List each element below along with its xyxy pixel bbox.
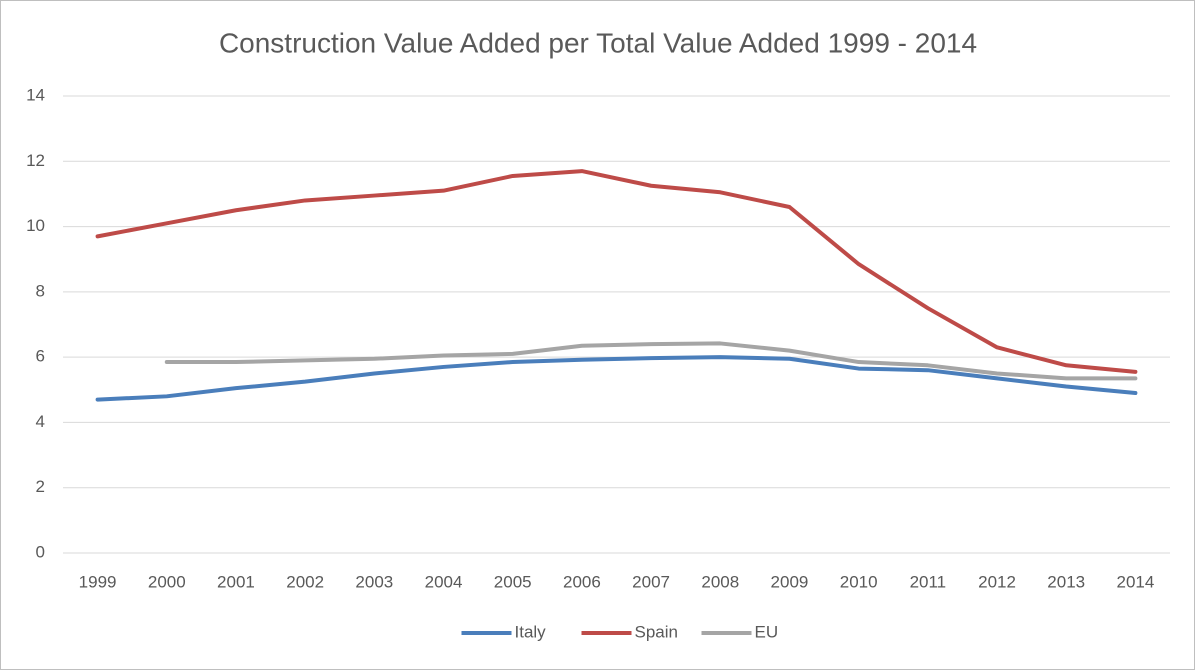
- y-tick-label: 14: [26, 85, 45, 104]
- y-tick-label: 0: [36, 542, 45, 561]
- y-tick-label: 8: [36, 281, 45, 300]
- line: [95, 355, 1138, 402]
- x-tick-label: 2013: [1047, 572, 1085, 591]
- x-tick-label: 2005: [494, 572, 532, 591]
- x-tick-label: 2006: [563, 572, 601, 591]
- line: [164, 341, 1138, 381]
- y-tick-label: 2: [36, 477, 45, 496]
- x-tick-label: 2001: [217, 572, 255, 591]
- x-tick-label: 2000: [148, 572, 186, 591]
- legend-label: EU: [755, 622, 779, 641]
- x-tick-label: 2012: [978, 572, 1016, 591]
- x-tick-label: 2010: [840, 572, 878, 591]
- y-tick-label: 10: [26, 216, 45, 235]
- line: [95, 169, 1138, 374]
- x-tick-label: 2008: [701, 572, 739, 591]
- x-tick-label: 2011: [910, 572, 947, 591]
- y-tick-label: 4: [36, 412, 45, 431]
- x-tick-label: 2004: [425, 572, 463, 591]
- x-tick-label: 1999: [79, 572, 117, 591]
- x-tick-label: 2009: [771, 572, 809, 591]
- y-tick-label: 12: [26, 151, 45, 170]
- x-tick-label: 2002: [286, 572, 324, 591]
- x-tick-label: 2007: [632, 572, 670, 591]
- x-tick-label: 2003: [355, 572, 393, 591]
- y-tick-label: 6: [36, 347, 45, 366]
- chart-title: Construction Value Added per Total Value…: [219, 27, 977, 58]
- x-tick-label: 2014: [1116, 572, 1154, 591]
- legend-label: Italy: [515, 622, 547, 641]
- legend-label: Spain: [635, 622, 678, 641]
